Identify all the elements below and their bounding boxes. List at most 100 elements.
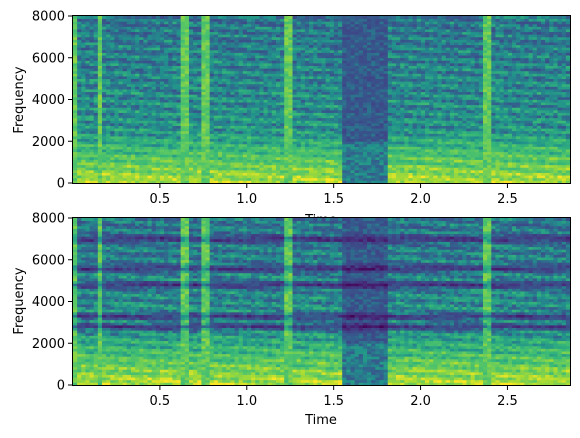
spectrogram-cell xyxy=(325,83,331,87)
spectrogram-cell xyxy=(188,112,194,116)
spectrogram-cell xyxy=(309,177,314,181)
spectrogram-cell xyxy=(77,81,82,85)
spectrogram-cell xyxy=(89,115,95,119)
spectrogram-cell xyxy=(106,128,111,132)
spectrogram-cell xyxy=(317,149,322,153)
spectrogram-cell xyxy=(367,164,372,168)
spectrogram-cell xyxy=(143,143,148,147)
spectrogram-cell xyxy=(375,164,380,168)
spectrogram-cell xyxy=(168,68,173,72)
spectrogram-cell xyxy=(89,73,95,77)
spectrogram-cell xyxy=(147,49,153,53)
spectrogram-cell xyxy=(193,83,198,87)
spectrogram-cell xyxy=(234,91,240,95)
spectrogram-cell xyxy=(325,154,331,158)
spectrogram-cell xyxy=(89,102,95,106)
spectrogram-cell xyxy=(300,159,306,163)
spectrogram-cell xyxy=(172,172,177,176)
spectrogram-cell xyxy=(242,89,248,93)
spectrogram-cell xyxy=(89,70,95,74)
spectrogram-cell xyxy=(81,86,86,90)
spectrogram-cell xyxy=(89,99,95,103)
spectrogram-cell xyxy=(101,31,107,35)
spectrogram-cell xyxy=(354,76,360,80)
spectrogram-cell xyxy=(122,143,128,147)
spectrogram-cell xyxy=(275,76,281,80)
spectrogram-cell xyxy=(300,169,306,173)
spectrogram-cell xyxy=(193,107,198,111)
spectrogram-cell xyxy=(176,42,182,46)
spectrogram-cell xyxy=(164,133,169,137)
spectrogram-cell xyxy=(313,47,318,51)
spectrogram-cell xyxy=(284,154,289,158)
spectrogram-cell xyxy=(222,154,227,158)
spectrogram-cell xyxy=(238,167,244,171)
spectrogram-cell xyxy=(350,125,356,129)
spectrogram-cell xyxy=(184,76,190,80)
spectrogram-cell xyxy=(391,99,397,103)
spectrogram-cell xyxy=(317,125,322,129)
spectrogram-cell xyxy=(383,36,389,40)
spectrogram-cell xyxy=(122,18,128,22)
spectrogram-cell xyxy=(226,164,231,168)
spectrogram-cell xyxy=(280,136,285,140)
spectrogram-cell xyxy=(213,44,219,48)
spectrogram-cell xyxy=(271,47,277,51)
spectrogram-cell xyxy=(275,91,281,95)
spectrogram-cell xyxy=(193,81,198,85)
spectrogram-cell xyxy=(329,172,335,176)
spectrogram-cell xyxy=(371,68,376,72)
spectrogram-cell xyxy=(234,130,240,134)
spectrogram-cell xyxy=(321,109,327,113)
spectrogram-cell xyxy=(184,34,190,38)
spectrogram-cell xyxy=(358,162,364,166)
spectrogram-cell xyxy=(358,115,364,119)
spectrogram-cell xyxy=(275,39,281,43)
spectrogram-cell xyxy=(213,73,219,77)
spectrogram-cell xyxy=(342,49,347,53)
spectrogram-cell xyxy=(333,143,339,147)
spectrogram-cell xyxy=(164,94,169,98)
spectrogram-cell xyxy=(135,44,140,48)
spectrogram-cell xyxy=(275,162,281,166)
spectrogram-cell xyxy=(184,29,190,33)
spectrogram-cell xyxy=(97,91,103,95)
spectrogram-cell xyxy=(321,39,327,43)
spectrogram-cell xyxy=(118,44,124,48)
spectrogram-cell xyxy=(313,156,318,160)
spectrogram-cell xyxy=(226,107,231,111)
spectrogram-cell xyxy=(201,65,206,69)
spectrogram-cell xyxy=(255,23,260,27)
spectrogram-cell xyxy=(97,133,103,137)
spectrogram-cell xyxy=(342,138,347,142)
spectrogram-cell xyxy=(292,151,298,155)
spectrogram-cell xyxy=(213,136,219,140)
spectrogram-cell xyxy=(321,73,327,77)
spectrogram-cell xyxy=(176,62,182,66)
spectrogram-cell xyxy=(226,16,231,20)
spectrogram-cell xyxy=(159,57,165,61)
spectrogram-cell xyxy=(329,31,335,35)
spectrogram-cell xyxy=(176,117,182,121)
spectrogram-cell xyxy=(101,39,107,43)
spectrogram-cell xyxy=(147,167,153,171)
spectrogram-cell xyxy=(213,76,219,80)
spectrogram-cell xyxy=(188,18,194,22)
spectrogram-cell xyxy=(251,138,256,142)
spectrogram-cell xyxy=(201,44,206,48)
spectrogram-cell xyxy=(114,65,119,69)
spectrogram-cell xyxy=(275,99,281,103)
spectrogram-cell xyxy=(246,52,252,56)
spectrogram-cell xyxy=(263,133,269,137)
spectrogram-cell xyxy=(139,94,144,98)
spectrogram-cell xyxy=(85,39,90,43)
spectrogram-cell xyxy=(217,94,223,98)
spectrogram-cell xyxy=(164,39,169,43)
spectrogram-cell xyxy=(292,130,298,134)
spectrogram-cell xyxy=(280,172,285,176)
spectrogram-cell xyxy=(209,47,215,51)
spectrogram-cell xyxy=(234,122,240,126)
spectrogram-cell xyxy=(317,109,322,113)
spectrogram-cell xyxy=(300,78,306,82)
spectrogram-cell xyxy=(110,65,115,69)
